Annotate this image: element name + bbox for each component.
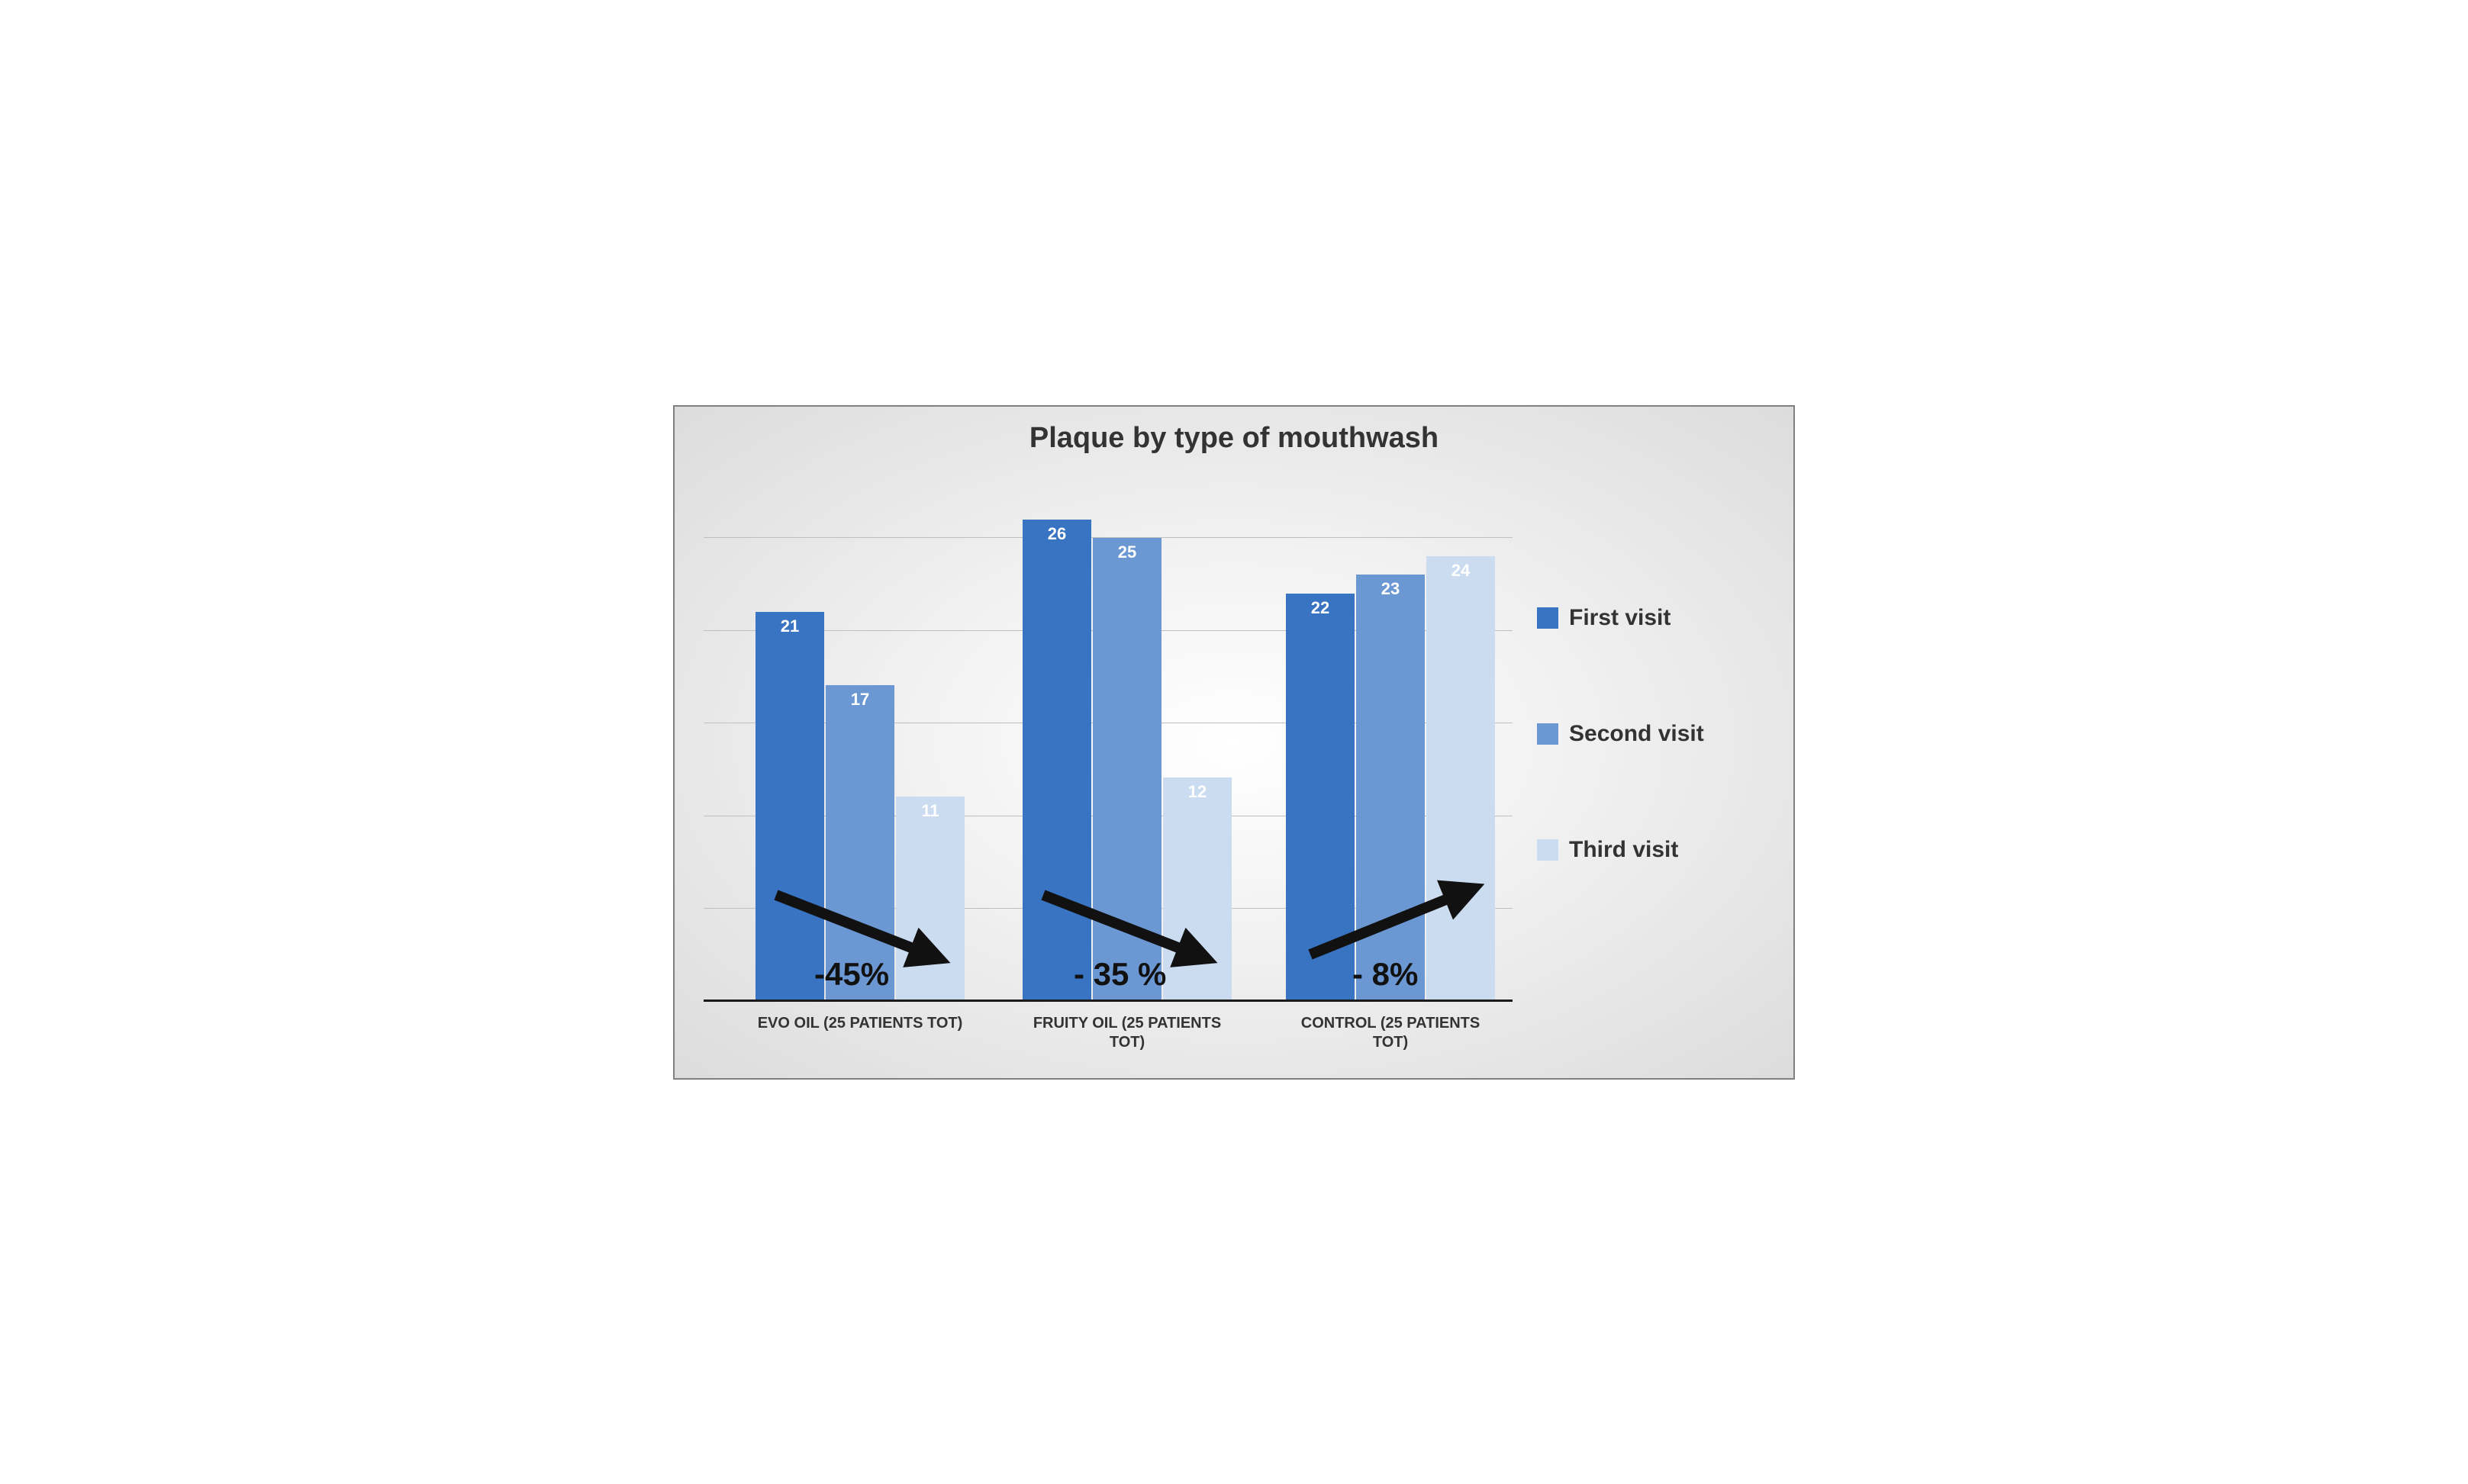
bar-value-label: 22: [1286, 598, 1355, 618]
bar: 12: [1163, 777, 1232, 999]
bar: 17: [826, 685, 894, 999]
plot-area: 211711-45% 262512- 35 % 222324- 8%: [704, 483, 1513, 1002]
percent-annotation: -45%: [814, 956, 889, 993]
bar-value-label: 11: [896, 801, 965, 821]
bar-value-label: 26: [1023, 524, 1091, 544]
legend-label: Third visit: [1569, 837, 1678, 863]
category-label: CONTROL (25 PATIENTSTOT): [1268, 1014, 1513, 1052]
chart-frame: Plaque by type of mouthwash 21 17 11 -45% 2…: [673, 405, 1795, 1080]
category-label: FRUITY OIL (25 PATIENTSTOT): [1005, 1014, 1249, 1052]
bar-value-label: 21: [756, 616, 824, 636]
legend-swatch: [1537, 839, 1558, 861]
category-label: EVO OIL (25 PATIENTS TOT): [738, 1014, 982, 1033]
bar: 22: [1286, 594, 1355, 1000]
legend-swatch: [1537, 607, 1558, 629]
bar: 25: [1093, 538, 1162, 999]
bar: 21: [756, 612, 824, 1000]
legend-item: Third visit: [1537, 837, 1704, 863]
legend-item: First visit: [1537, 605, 1704, 631]
x-axis: [704, 1000, 1513, 1002]
bar: 26: [1023, 520, 1091, 1000]
chart-title: Plaque by type of mouthwash: [675, 422, 1793, 455]
bar-value-label: 23: [1356, 579, 1425, 599]
bar: 11: [896, 797, 965, 1000]
legend-label: Second visit: [1569, 721, 1704, 747]
percent-annotation: - 8%: [1352, 956, 1418, 993]
legend-swatch: [1537, 723, 1558, 745]
bar-value-label: 17: [826, 690, 894, 710]
bar-group: 21 17 11: [756, 612, 965, 1000]
bar: 24: [1426, 556, 1495, 999]
percent-annotation: - 35 %: [1074, 956, 1166, 993]
legend-item: Second visit: [1537, 721, 1704, 747]
bar-group: 2625 12: [1023, 520, 1232, 1000]
bar-value-label: 25: [1093, 542, 1162, 562]
legend-label: First visit: [1569, 605, 1671, 631]
bar: 23: [1356, 575, 1425, 999]
bar-value-label: 12: [1163, 782, 1232, 802]
legend: First visit Second visit Third visit: [1537, 605, 1704, 863]
bar-value-label: 24: [1426, 561, 1495, 581]
bar-group: 222324: [1286, 556, 1495, 999]
